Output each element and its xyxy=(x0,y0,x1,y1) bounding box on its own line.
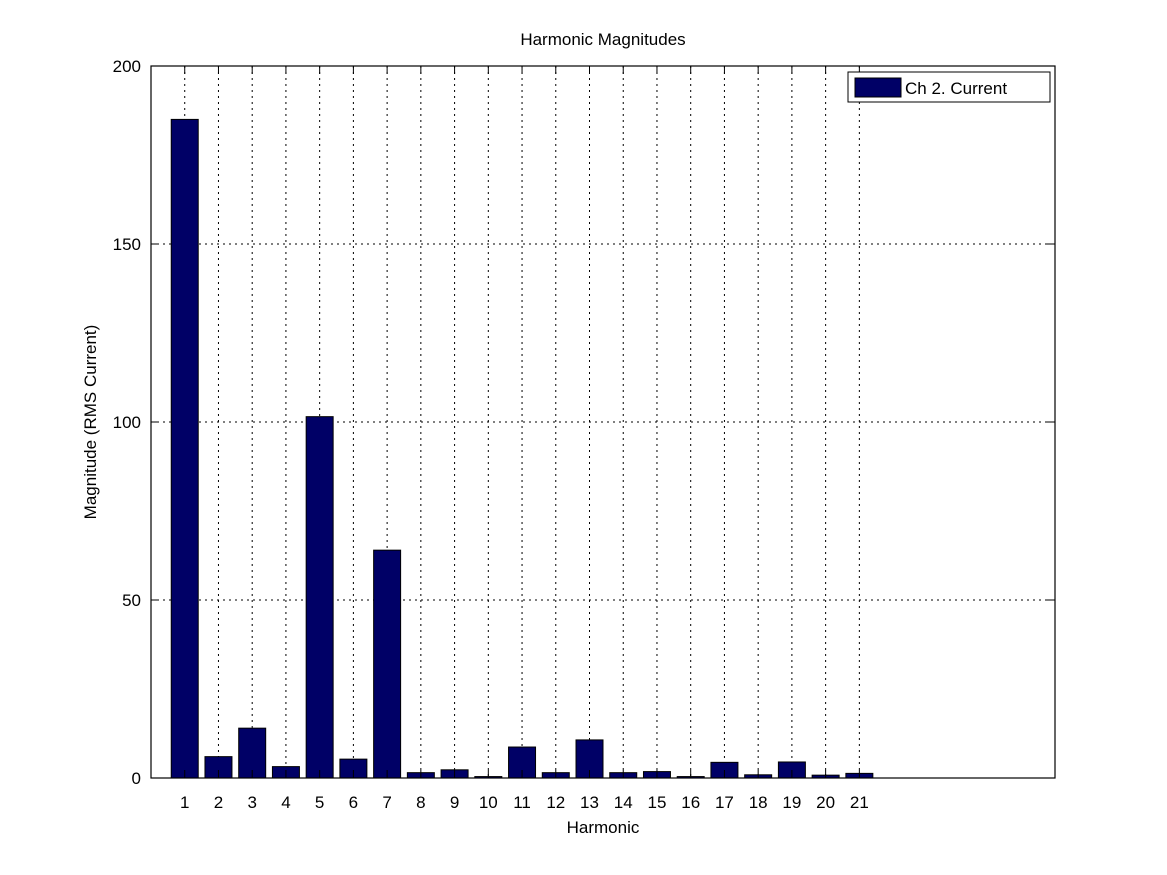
bar-harmonic-1 xyxy=(170,118,199,779)
x-tick-label: 15 xyxy=(648,793,667,812)
y-tick-label: 150 xyxy=(113,235,141,254)
legend-label: Ch 2. Current xyxy=(905,79,1007,98)
x-tick-label: 7 xyxy=(382,793,391,812)
x-tick-label: 20 xyxy=(816,793,835,812)
x-tick-label: 12 xyxy=(546,793,565,812)
x-tick-label: 9 xyxy=(450,793,459,812)
x-tick-label: 19 xyxy=(782,793,801,812)
x-tick-label: 18 xyxy=(749,793,768,812)
x-tick-label: 17 xyxy=(715,793,734,812)
bar-harmonic-5 xyxy=(305,416,334,779)
x-tick-label: 3 xyxy=(247,793,256,812)
y-tick-label: 200 xyxy=(113,57,141,76)
bars xyxy=(170,118,874,779)
x-axis-title: Harmonic xyxy=(567,818,640,837)
x-tick-label: 1 xyxy=(180,793,189,812)
chart-title: Harmonic Magnitudes xyxy=(520,30,685,49)
x-tick-label: 6 xyxy=(349,793,358,812)
y-tick-label: 50 xyxy=(122,591,141,610)
x-tick-label: 2 xyxy=(214,793,223,812)
y-tick-label: 100 xyxy=(113,413,141,432)
x-tick-label: 8 xyxy=(416,793,425,812)
legend: Ch 2. Current xyxy=(847,71,1051,103)
axis-ticks: 1 2 3 4 5 6 7 8 9 10 11 12 13 14 15 16 17 18 19 20 210501001… xyxy=(113,57,1055,812)
bar-harmonic-7 xyxy=(373,549,402,779)
x-tick-label: 11 xyxy=(513,793,531,812)
x-tick-label: 13 xyxy=(580,793,599,812)
y-axis-title: Magnitude (RMS Current) xyxy=(81,325,100,520)
bar-harmonic-3 xyxy=(238,727,267,779)
legend-swatch xyxy=(854,77,902,98)
y-tick-label: 0 xyxy=(132,769,141,788)
x-tick-label: 10 xyxy=(479,793,498,812)
x-tick-label: 4 xyxy=(281,793,290,812)
x-tick-label: 21 xyxy=(850,793,869,812)
grid-lines xyxy=(151,66,1055,778)
x-tick-label: 5 xyxy=(315,793,324,812)
x-tick-label: 16 xyxy=(681,793,700,812)
x-tick-label: 14 xyxy=(614,793,633,812)
